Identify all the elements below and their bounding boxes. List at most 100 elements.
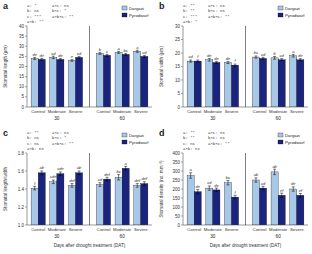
significance-letter: de <box>58 53 63 58</box>
significance-letter: b <box>99 47 102 52</box>
significance-letter: ef <box>280 188 284 193</box>
y-axis-label: Stomatal length (µm) <box>3 45 8 88</box>
legend-swatch <box>122 140 127 144</box>
y-tick-label: 100 <box>172 205 180 210</box>
error-bar <box>52 180 55 184</box>
x-tick-label: Severe <box>69 227 83 232</box>
x-tick-label: Control <box>253 109 267 114</box>
legend-swatch <box>122 13 127 17</box>
error-bar <box>215 61 218 63</box>
legend-swatch <box>122 6 127 10</box>
panel: aStomatal length (µm)0510152025303540dec… <box>3 1 152 121</box>
panel: dStomatal density (no. mm⁻²)050100150200… <box>159 128 308 248</box>
error-bar <box>143 55 146 57</box>
error-bar <box>234 195 237 199</box>
significance-letter: cd <box>51 51 56 56</box>
y-tick-label: 30 <box>175 24 181 29</box>
significance-letter: de <box>226 56 231 61</box>
error-bar <box>106 54 109 56</box>
x-tick-label: Moderate <box>113 227 132 232</box>
stat-text: c: *** <box>183 15 197 19</box>
x-tick-label: Severe <box>134 227 148 232</box>
error-bar <box>117 51 120 53</box>
x-tick-label: Control <box>187 227 201 232</box>
bar <box>259 188 266 225</box>
bar <box>50 182 57 225</box>
x-tick-label: Control <box>187 109 201 114</box>
error-bar <box>117 175 120 180</box>
significance-letter: de <box>196 184 201 189</box>
x-tick-label: Moderate <box>269 227 288 232</box>
y-tick-label: 35 <box>19 34 25 39</box>
y-tick-label: 150 <box>172 196 180 201</box>
error-bar <box>124 167 127 171</box>
bar <box>206 188 213 225</box>
significance-letter: cd <box>142 50 147 55</box>
error-bar <box>215 188 218 192</box>
x-tick-label: Moderate <box>269 109 288 114</box>
significance-letter: f <box>234 58 236 63</box>
significance-letter: f <box>34 181 36 186</box>
y-tick-label: 15 <box>175 64 181 69</box>
stat-text: a×c: ns <box>208 131 225 135</box>
group-label: 30 <box>54 116 60 121</box>
significance-letter: cd <box>189 54 194 59</box>
bar <box>278 195 285 225</box>
bar <box>134 51 141 107</box>
bar <box>213 62 220 107</box>
error-bar <box>196 60 199 62</box>
error-bar <box>234 64 237 66</box>
error-bar <box>299 194 302 198</box>
stat-text: a×c: ns <box>52 131 69 135</box>
error-bar <box>262 57 265 59</box>
stat-text: a: ** <box>183 4 195 8</box>
error-bar <box>98 183 101 187</box>
error-bar <box>136 184 139 188</box>
bar <box>194 192 201 225</box>
error-bar <box>189 60 192 62</box>
bar <box>187 176 194 226</box>
significance-letter: ab <box>254 172 259 177</box>
stat-text: a×b: ** <box>27 20 44 24</box>
stat-text: c: ns <box>27 142 40 146</box>
error-bar <box>78 56 81 58</box>
stat-text: a×b×c: ** <box>52 142 74 146</box>
x-axis-label: Days after drought treatment (DAT) <box>54 243 126 248</box>
significance-letter: a <box>125 161 128 166</box>
error-bar <box>106 177 109 181</box>
panel: bStomatal width (µm)051015202530cddedebc… <box>159 1 308 121</box>
legend-entry: Dargazi <box>129 133 144 138</box>
x-tick-label: Severe <box>290 227 304 232</box>
significance-letter: ab <box>40 165 45 170</box>
stat-text: a: ** <box>183 131 195 135</box>
group-label: 30 <box>210 116 216 121</box>
error-bar <box>189 173 192 178</box>
stat-text: b: ns <box>27 9 40 13</box>
bar <box>224 183 231 225</box>
error-bar <box>143 182 146 186</box>
bar <box>271 58 278 107</box>
legend-entry: Pyrodwarf <box>129 140 149 145</box>
significance-letter: de <box>32 52 37 57</box>
panel-title: d <box>159 128 165 138</box>
legend-swatch <box>278 140 283 144</box>
y-tick-label: 20 <box>175 51 181 56</box>
y-tick-label: 1.4 <box>18 187 25 192</box>
y-tick-label: 0 <box>21 105 24 110</box>
stat-text: a×b×c: ** <box>208 15 230 19</box>
bar <box>76 173 83 225</box>
significance-letter: a <box>136 45 139 50</box>
error-bar <box>280 59 283 61</box>
stat-text: c: ns <box>183 142 196 146</box>
x-tick-label: Moderate <box>48 109 67 114</box>
significance-letter: bc <box>254 50 258 55</box>
y-axis-line <box>183 153 184 225</box>
stat-text: a×b×c: ** <box>208 142 230 146</box>
error-bar <box>196 190 199 194</box>
significance-letter: a <box>292 49 295 54</box>
stat-text: a×b: ns <box>183 147 200 151</box>
significance-letter: cde <box>57 166 64 171</box>
error-bar <box>124 53 127 55</box>
error-bar <box>208 58 211 61</box>
legend-entry: Pyrodwarf <box>129 13 149 18</box>
